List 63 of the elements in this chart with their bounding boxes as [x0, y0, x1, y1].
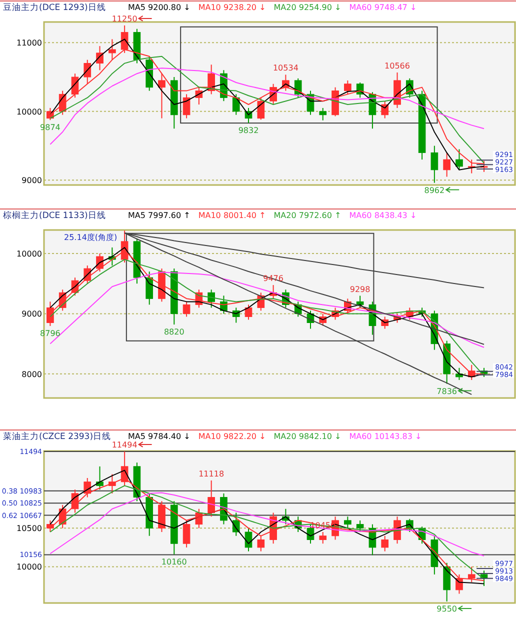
chart-title: 豆油主力(DCE 1293)日线 — [3, 2, 106, 13]
y-tick-label: 10000 — [16, 249, 42, 258]
text: MA20 9842.10 ↓ — [274, 432, 342, 441]
text: MA60 10143.83 ↓ — [349, 432, 422, 441]
candlestick — [182, 520, 190, 548]
text: MA20 9254.90 ↓ — [274, 3, 342, 12]
annotation: 9550 — [436, 604, 458, 614]
annotation: 10534 — [272, 64, 298, 73]
candlestick — [356, 520, 364, 533]
text: MA10 9238.20 ↓ — [198, 3, 266, 12]
candlestick — [182, 94, 190, 119]
y-tick-label: 8000 — [22, 370, 42, 379]
text: MA10 9822.20 ↓ — [198, 432, 266, 441]
annotation: 10566 — [384, 61, 410, 70]
candlestick — [319, 532, 327, 544]
candlestick — [344, 80, 352, 95]
y-tick-label: 10500 — [16, 524, 42, 534]
candlestick — [381, 100, 389, 119]
annotation: 8962 — [424, 186, 445, 195]
text: MA60 9748.47 ↓ — [349, 3, 417, 12]
chart-title: 棕榈主力(DCE 1133)日线 — [3, 210, 106, 221]
y-tick-label: 9000 — [22, 176, 42, 186]
candlestick — [84, 59, 92, 84]
candlestick — [232, 94, 240, 116]
candlestick — [344, 516, 352, 529]
annotation: 9298 — [350, 284, 370, 294]
annotation: 7836 — [436, 386, 458, 396]
annotation: 25.14度(角度) — [64, 233, 118, 242]
text: MA5 9784.40 ↓ — [128, 432, 190, 441]
candlestick — [257, 535, 265, 552]
candlestick — [257, 97, 265, 120]
text: MA5 7997.60 ↑ — [128, 211, 190, 220]
annotation: 9832 — [238, 126, 259, 135]
candlestick — [96, 46, 104, 71]
chart-title: 菜油主力(CZCE 2393)日线 — [3, 431, 112, 442]
candlestick — [443, 562, 450, 602]
annotation: 10160 — [161, 557, 187, 566]
candlestick — [158, 73, 166, 119]
text: MA60 8438.43 ↓ — [349, 211, 417, 220]
candlestick — [146, 271, 154, 306]
text: MA10 8001.40 ↑ — [198, 211, 266, 220]
line-series — [50, 492, 484, 556]
candlestick — [96, 252, 104, 272]
candlestick — [96, 466, 104, 490]
candlestick — [319, 107, 327, 121]
annotation: 8820 — [164, 328, 184, 337]
candlestick — [456, 148, 463, 170]
annotation: 11250 — [112, 14, 138, 24]
candlestick — [381, 535, 389, 552]
y-tick-label: 9000 — [22, 310, 42, 319]
y-tick-label: 11000 — [16, 38, 42, 48]
candlestick — [208, 289, 215, 308]
annotation: 11118 — [198, 469, 224, 478]
text: MA5 9200.80 ↓ — [128, 3, 190, 12]
candlestick — [158, 500, 166, 533]
candlestick — [182, 301, 190, 318]
y-tick-label: 10000 — [16, 562, 42, 572]
text: MA20 7972.60 ↑ — [274, 211, 342, 220]
candlestick — [244, 528, 252, 552]
candlestick — [443, 152, 450, 178]
y-tick-label: 10000 — [16, 107, 42, 116]
annotation: 11494 — [112, 440, 138, 450]
candlestick — [430, 145, 438, 184]
